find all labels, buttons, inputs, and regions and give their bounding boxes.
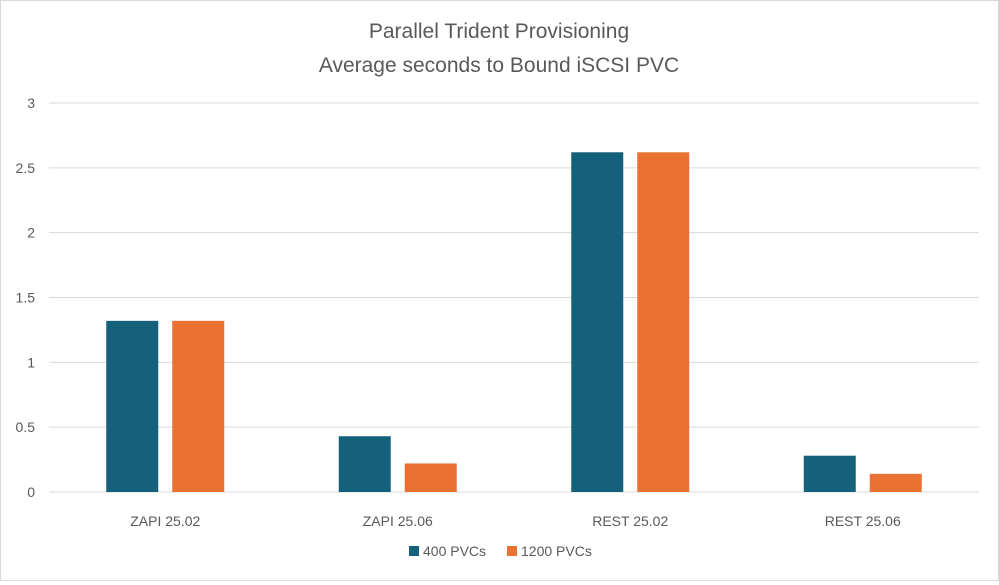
y-tick-label: 2.5 [16,160,36,176]
bar [869,473,922,492]
x-tick-label: ZAPI 25.02 [130,513,200,529]
bar [106,320,159,492]
bar [637,152,690,493]
legend-label: 400 PVCs [423,543,486,559]
bar [803,455,856,492]
x-tick-label: REST 25.02 [592,513,668,529]
bar [571,152,624,493]
bar [404,463,457,492]
y-tick-label: 1.5 [16,290,36,306]
y-tick-label: 2 [27,225,35,241]
y-tick-label: 3 [27,95,35,111]
bar [338,436,391,492]
legend: 400 PVCs 1200 PVCs [409,543,592,559]
legend-item: 400 PVCs [409,543,486,559]
legend-swatch [507,546,517,556]
x-axis-tick-labels: ZAPI 25.02 ZAPI 25.06 REST 25.02 REST 25.06 [130,513,901,529]
x-tick-label: REST 25.06 [825,513,901,529]
y-tick-label: 1 [27,354,35,370]
legend-label: 1200 PVCs [521,543,592,559]
y-axis-tick-labels: 0 0.5 1 1.5 2 2.5 3 [16,95,36,500]
chart-title: Parallel Trident Provisioning [369,20,629,43]
x-tick-label: ZAPI 25.06 [363,513,433,529]
legend-item: 1200 PVCs [507,543,592,559]
bars [106,152,922,493]
chart-subtitle: Average seconds to Bound iSCSI PVC [319,54,679,77]
y-tick-label: 0.5 [16,419,36,435]
y-tick-label: 0 [27,484,35,500]
legend-swatch [409,546,419,556]
bar [172,320,225,492]
